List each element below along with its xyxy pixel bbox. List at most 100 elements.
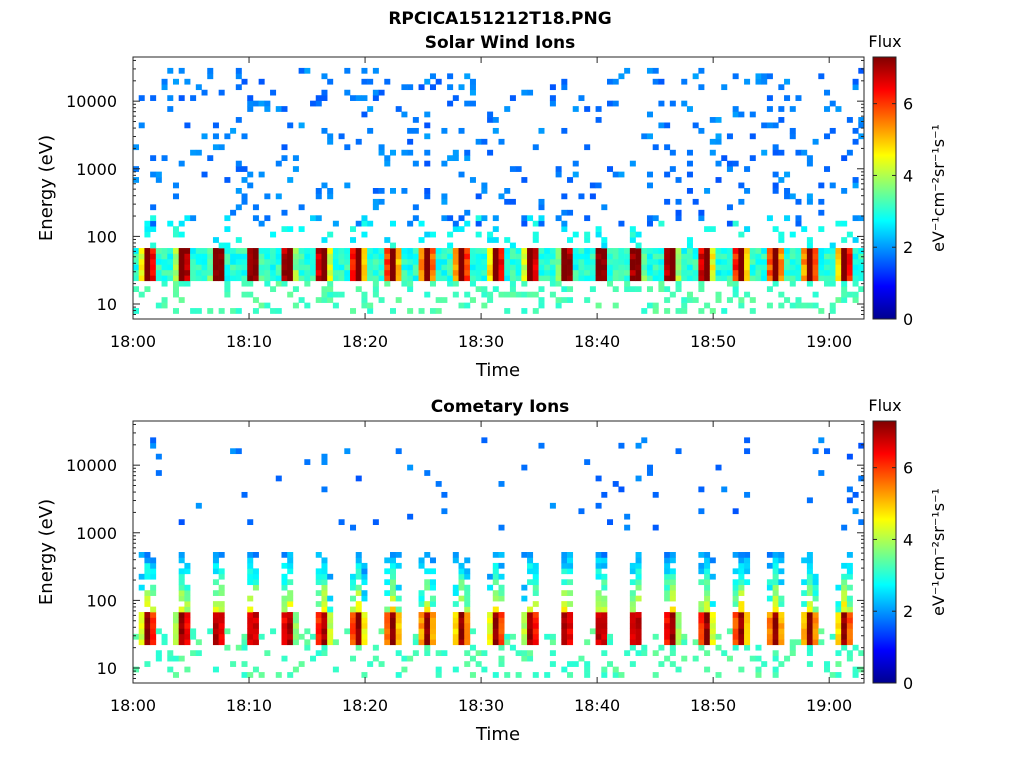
heatmap-cell bbox=[281, 248, 288, 254]
heatmap-cell bbox=[138, 291, 145, 298]
heatmap-cell bbox=[635, 253, 642, 260]
heatmap-cell bbox=[155, 171, 162, 178]
heatmap-cell bbox=[567, 612, 574, 618]
heatmap-cell bbox=[350, 258, 357, 265]
heatmap-cell bbox=[401, 655, 408, 662]
heatmap-cell bbox=[464, 595, 471, 602]
heatmap-cell bbox=[252, 248, 259, 254]
heatmap-cell bbox=[601, 258, 608, 265]
heatmap-cell bbox=[778, 253, 785, 260]
heatmap-cell bbox=[795, 302, 802, 309]
heatmap-cell bbox=[464, 557, 471, 564]
heatmap-cell bbox=[538, 442, 545, 449]
heatmap-cell bbox=[241, 177, 248, 183]
heatmap-cell bbox=[355, 95, 362, 101]
heatmap-cell bbox=[190, 95, 197, 101]
x-ticks: 18:00 18:10 18:20 18:30 18:40 18:50 19:00 bbox=[110, 57, 852, 351]
heatmap-cell bbox=[270, 253, 277, 260]
x-tick-label: 18:00 bbox=[110, 696, 156, 715]
heatmap-cell bbox=[698, 552, 705, 558]
heatmap-cell bbox=[224, 644, 231, 651]
heatmap-cell bbox=[412, 253, 419, 260]
heatmap-cell bbox=[704, 666, 711, 673]
heatmap-cell bbox=[521, 639, 528, 646]
heatmap-cell bbox=[846, 264, 853, 271]
heatmap-cell bbox=[561, 286, 568, 293]
heatmap-cell bbox=[607, 275, 614, 282]
heatmap-cell bbox=[515, 269, 522, 276]
heatmap-cell bbox=[418, 237, 425, 243]
heatmap-cell bbox=[167, 258, 174, 265]
heatmap-cell bbox=[344, 248, 351, 254]
heatmap-cell bbox=[458, 628, 465, 635]
heatmap-cell bbox=[144, 622, 151, 629]
heatmap-cell bbox=[709, 557, 716, 564]
heatmap-cell bbox=[315, 622, 322, 629]
heatmap-cell bbox=[601, 204, 608, 211]
heatmap-cell bbox=[338, 258, 345, 265]
heatmap-cell bbox=[212, 248, 219, 254]
heatmap-cell bbox=[835, 269, 842, 276]
heatmap-cell bbox=[624, 264, 631, 271]
heatmap-cell bbox=[361, 215, 368, 222]
heatmap-cell bbox=[738, 248, 745, 254]
heatmap-cell bbox=[812, 628, 819, 635]
heatmap-cell bbox=[212, 666, 219, 673]
heatmap-cell bbox=[298, 253, 305, 260]
heatmap-cell bbox=[698, 215, 705, 222]
heatmap-cell bbox=[212, 590, 219, 596]
panel-title: Cometary Ions bbox=[431, 397, 570, 417]
heatmap-cell bbox=[527, 606, 534, 613]
heatmap-cell bbox=[144, 601, 151, 607]
heatmap-cell bbox=[646, 286, 653, 293]
heatmap-cell bbox=[412, 275, 419, 282]
heatmap-cell bbox=[367, 661, 374, 667]
heatmap-cell bbox=[698, 84, 705, 91]
heatmap-cell bbox=[812, 617, 819, 624]
heatmap-cell bbox=[841, 286, 848, 293]
heatmap-cell bbox=[395, 672, 402, 678]
heatmap-cell bbox=[749, 275, 756, 282]
heatmap-cell bbox=[812, 573, 819, 580]
heatmap-cell bbox=[664, 144, 671, 151]
heatmap-cell bbox=[744, 78, 751, 85]
heatmap-cell bbox=[795, 215, 802, 222]
heatmap-cell bbox=[618, 442, 625, 449]
heatmap-cell bbox=[235, 275, 242, 282]
heatmap-cell bbox=[681, 78, 688, 85]
heatmap-cell bbox=[458, 269, 465, 276]
heatmap-cell bbox=[304, 264, 311, 271]
heatmap-cell bbox=[327, 573, 334, 580]
heatmap-cell bbox=[629, 622, 636, 629]
heatmap-cell bbox=[281, 264, 288, 271]
heatmap-cell bbox=[241, 275, 248, 282]
heatmap-cell bbox=[664, 308, 671, 314]
heatmap-cell bbox=[738, 612, 745, 618]
heatmap-cell bbox=[778, 302, 785, 309]
heatmap-cell bbox=[698, 486, 705, 493]
heatmap-cell bbox=[795, 297, 802, 303]
heatmap-cell bbox=[155, 628, 162, 635]
heatmap-cell bbox=[532, 590, 539, 596]
heatmap-cell bbox=[150, 264, 157, 271]
heatmap-cell bbox=[292, 622, 299, 629]
heatmap-cell bbox=[492, 628, 499, 635]
heatmap-cell bbox=[795, 198, 802, 205]
heatmap-cell bbox=[721, 486, 728, 493]
heatmap-cell bbox=[452, 149, 459, 156]
heatmap-cell bbox=[487, 111, 494, 118]
heatmap-cell bbox=[264, 100, 271, 107]
heatmap-cell bbox=[749, 308, 756, 314]
heatmap-cell bbox=[521, 622, 528, 629]
heatmap-cell bbox=[287, 579, 294, 586]
heatmap-cell bbox=[669, 291, 676, 298]
heatmap-cell bbox=[692, 655, 699, 662]
heatmap-cell bbox=[389, 188, 396, 194]
heatmap-cell bbox=[184, 601, 191, 607]
heatmap-cell bbox=[429, 612, 436, 618]
heatmap-cell bbox=[618, 672, 625, 678]
heatmap-cell bbox=[858, 117, 865, 123]
heatmap-cell bbox=[698, 617, 705, 624]
heatmap-cell bbox=[527, 650, 534, 657]
heatmap-cell bbox=[709, 138, 716, 145]
